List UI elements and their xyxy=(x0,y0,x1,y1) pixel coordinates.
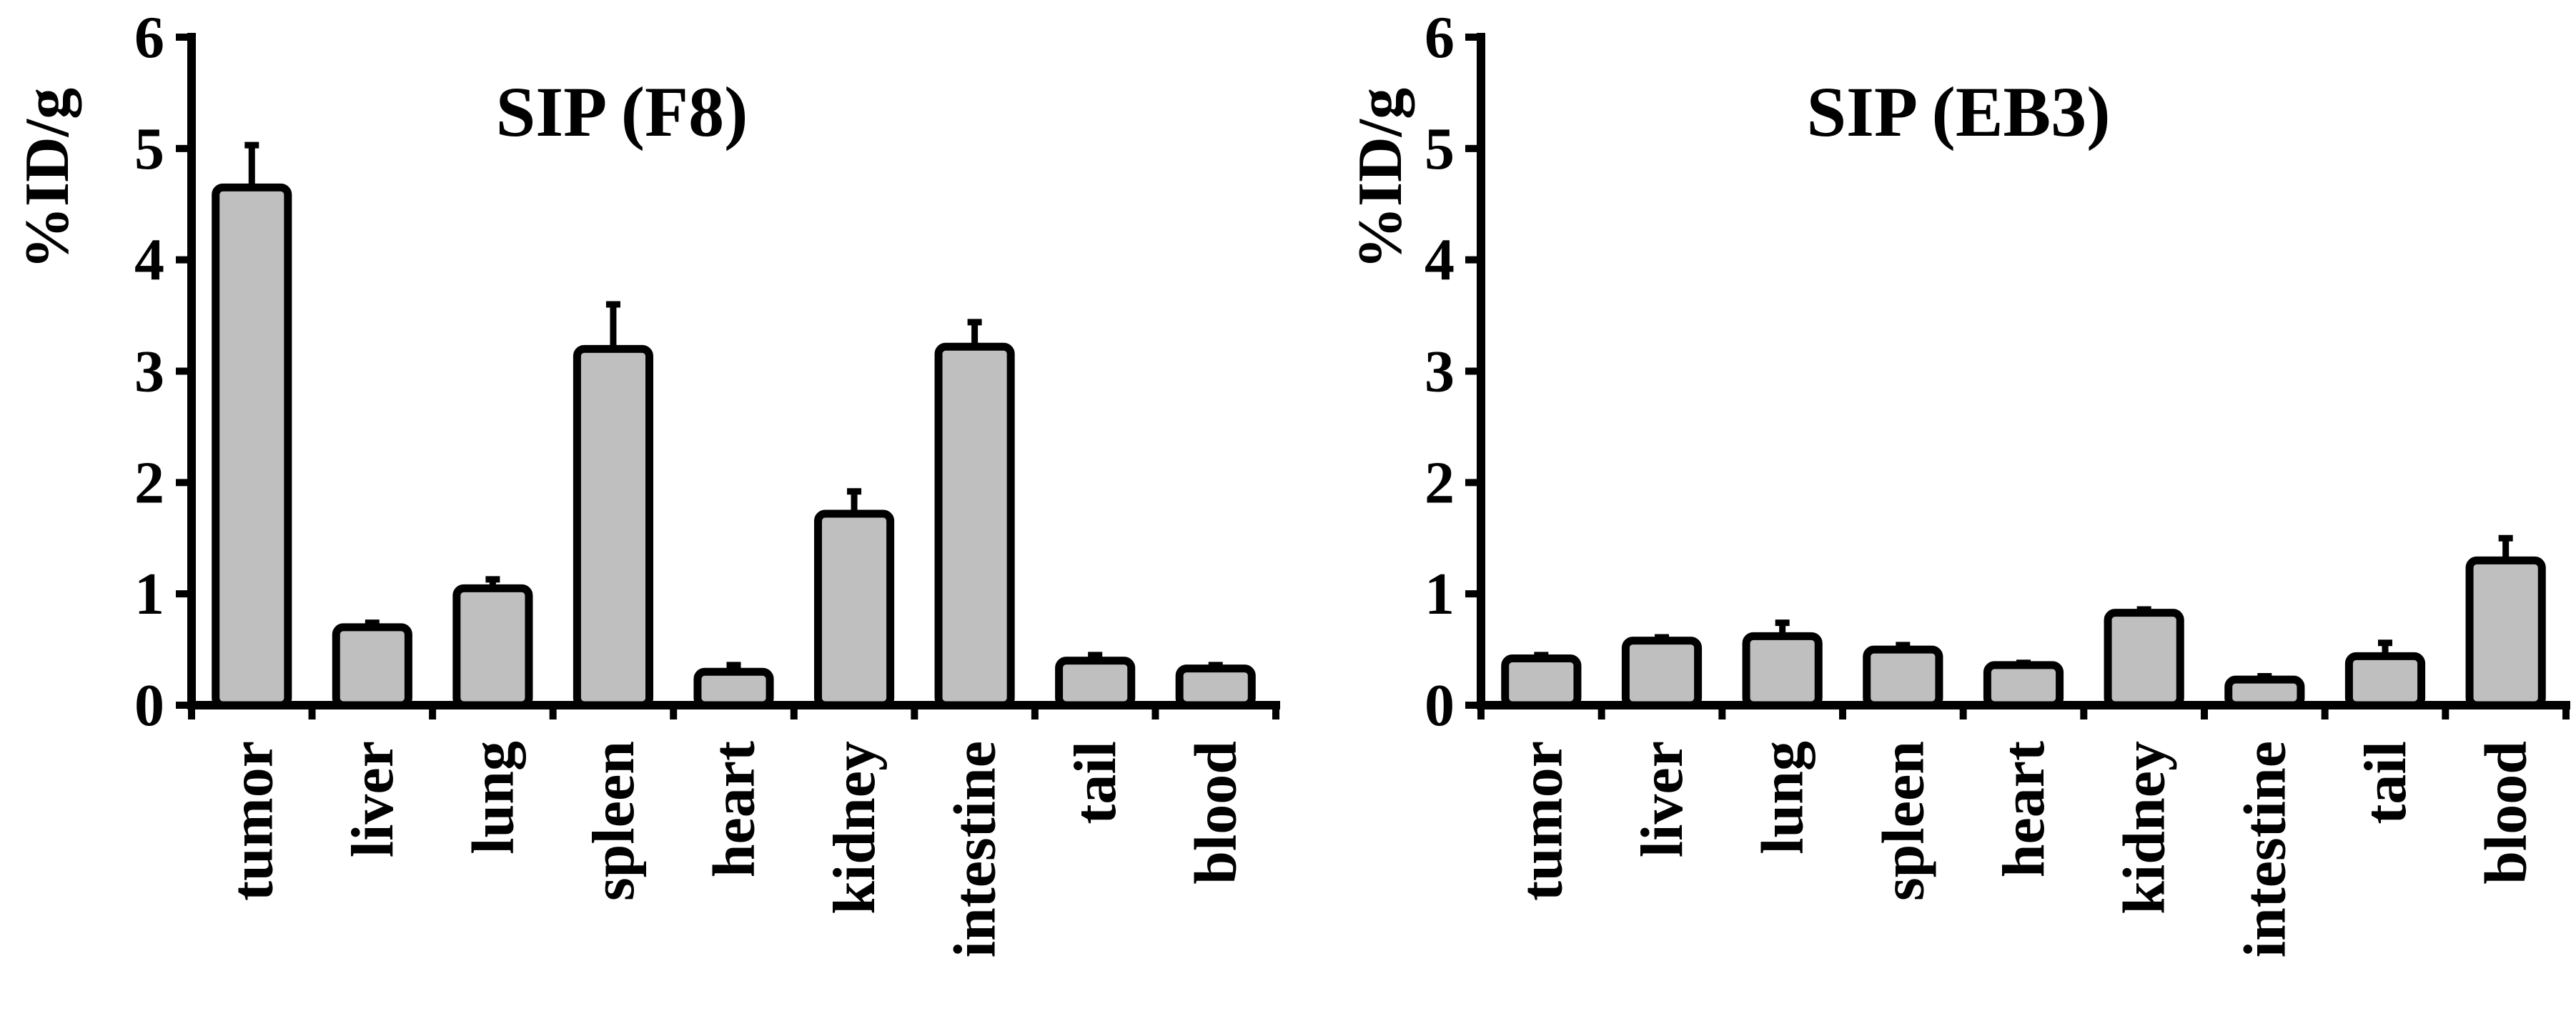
x-category-label: tail xyxy=(1062,741,1129,825)
y-tick-label: 0 xyxy=(1425,672,1455,739)
y-tick-label: 1 xyxy=(134,561,164,627)
bar-heart xyxy=(1983,661,2064,709)
x-category-label: spleen xyxy=(580,741,647,901)
y-tick-label: 4 xyxy=(134,227,164,294)
bar-intestine xyxy=(2224,675,2305,709)
y-axis-label: %ID/g xyxy=(13,88,82,269)
bar-tail xyxy=(2344,652,2426,709)
bar-lung xyxy=(1742,632,1823,709)
bar-intestine xyxy=(934,342,1015,709)
y-axis-label: %ID/g xyxy=(1346,88,1415,269)
bar-liver xyxy=(332,623,412,709)
bar-tumor xyxy=(212,183,292,709)
y-tick-label: 5 xyxy=(1425,116,1455,182)
bar-tail xyxy=(1055,657,1136,709)
y-tick-label: 1 xyxy=(1425,561,1455,627)
bar-blood xyxy=(2465,556,2546,709)
x-category-label: intestine xyxy=(2231,741,2298,957)
bar-heart xyxy=(693,667,774,709)
y-tick-label: 2 xyxy=(134,449,164,516)
x-category-label: tumor xyxy=(1508,741,1575,901)
bar-lung xyxy=(452,584,533,709)
x-category-label: tumor xyxy=(219,741,285,901)
x-category-label: blood xyxy=(1183,741,1249,885)
y-tick-label: 3 xyxy=(134,339,164,405)
y-tick-label: 2 xyxy=(1425,449,1455,516)
bar-kidney xyxy=(2104,609,2184,709)
x-category-label: tail xyxy=(2352,741,2419,825)
bar-spleen xyxy=(573,344,654,709)
bar-blood xyxy=(1175,664,1256,709)
y-tick-label: 6 xyxy=(134,4,164,71)
bar-liver xyxy=(1621,637,1703,709)
x-category-label: blood xyxy=(2473,741,2540,885)
bar-kidney xyxy=(813,509,895,709)
x-category-label: kidney xyxy=(821,741,888,915)
y-tick-label: 6 xyxy=(1425,4,1455,71)
chart-panel-1: SIP (F8) %ID/g 0 1 2 3 4 5 6 tumor liver lung spleen… xyxy=(13,4,1280,957)
x-category-label: liver xyxy=(1629,741,1695,857)
x-category-label: lung xyxy=(1750,741,1816,855)
x-category-label: heart xyxy=(701,741,768,877)
chart-panel-2: SIP (EB3) %ID/g 0 1 2 3 4 5 6 tumor liver lung splee… xyxy=(1346,4,2570,957)
x-category-label: spleen xyxy=(1870,741,1936,901)
x-category-label: liver xyxy=(340,741,406,857)
y-tick-label: 5 xyxy=(134,116,164,182)
x-category-label: lung xyxy=(460,741,526,855)
bar-tumor xyxy=(1501,654,1582,709)
chart-title: SIP (EB3) xyxy=(1806,72,2110,151)
y-tick-label: 4 xyxy=(1425,227,1455,294)
x-category-label: intestine xyxy=(942,741,1009,957)
y-tick-label: 3 xyxy=(1425,339,1455,405)
x-category-label: kidney xyxy=(2111,741,2178,915)
bar-spleen xyxy=(1863,645,1943,709)
y-tick-label: 0 xyxy=(134,672,164,739)
x-category-label: heart xyxy=(1991,741,2057,877)
chart-title: SIP (F8) xyxy=(496,72,748,151)
